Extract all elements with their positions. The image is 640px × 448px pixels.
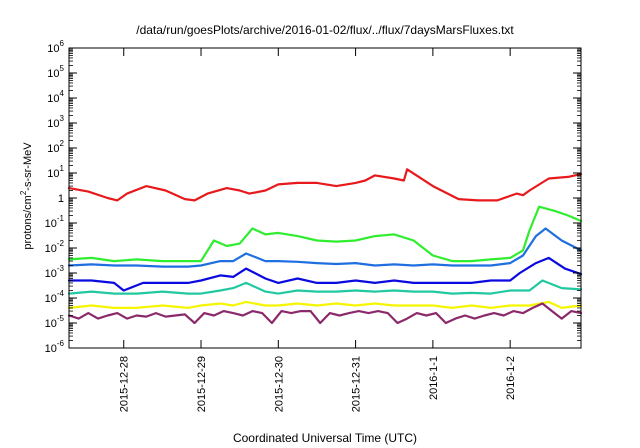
y-tick-label-exponent: -4: [57, 289, 65, 298]
y-tick-label-exponent: 3: [60, 114, 65, 123]
x-axis: 2015-12-28 2015-12-29 2015-12-30 2015-12-31…: [119, 48, 517, 412]
y-tick-label: 1: [58, 193, 64, 205]
y-tick-label: 104: [47, 89, 64, 105]
series-layer: [67, 168, 583, 325]
y-tick-label-exponent: 4: [60, 89, 65, 98]
x-tick-label: 2016-1-2: [505, 356, 517, 400]
series-line-4: [67, 256, 583, 292]
y-tick-label-exponent: 6: [60, 39, 65, 48]
y-tick-label-base: 10: [47, 68, 59, 80]
y-tick-label-exponent: -2: [57, 239, 65, 248]
y-tick-label-base: 10: [45, 343, 57, 355]
y-tick-label-base: 10: [47, 118, 59, 130]
x-axis-label: Coordinated Universal Time (UTC): [233, 431, 417, 445]
y-tick-label-base: 10: [45, 243, 57, 255]
y-axis: 106105104103102101110-110-210-310-410-51…: [45, 39, 581, 355]
y-tick-label: 105: [47, 64, 64, 80]
y-tick-label-base: 10: [47, 43, 59, 55]
y-tick-label-base: 10: [47, 93, 59, 105]
y-tick-label-base: 10: [47, 168, 59, 180]
series-line-6: [67, 300, 583, 309]
y-tick-label-exponent: 1: [60, 164, 65, 173]
y-tick-label: 10-4: [45, 289, 65, 305]
y-axis-label: protons/cm2-s-sr-MeV: [19, 142, 34, 250]
y-tick-label-base: 10: [45, 268, 57, 280]
series-line-5: [67, 279, 583, 295]
y-axis-label-superscript: 2: [19, 190, 28, 195]
y-tick-label: 10-2: [45, 239, 65, 255]
y-tick-label: 103: [47, 114, 64, 130]
y-tick-label-exponent: 2: [60, 139, 65, 148]
y-tick-label-exponent: 5: [60, 64, 65, 73]
series-line-2: [67, 205, 583, 263]
y-tick-label: 10-5: [45, 314, 65, 330]
x-tick-label: 2015-12-30: [273, 356, 285, 412]
y-tick-label-exponent: -1: [57, 214, 65, 223]
y-tick-label: 10-1: [45, 214, 65, 230]
y-tick-label-base: 10: [47, 143, 59, 155]
x-tick-label: 2015-12-29: [196, 356, 208, 412]
y-tick-label: 10-3: [45, 264, 65, 280]
y-tick-label-base: 10: [45, 218, 57, 230]
y-tick-label: 101: [47, 164, 64, 180]
y-tick-label: 106: [47, 39, 64, 55]
y-tick-label-base: 10: [45, 293, 57, 305]
y-tick-label-exponent: -6: [57, 339, 65, 348]
y-tick-label-base: 1: [58, 193, 64, 205]
x-tick-label: 2015-12-31: [351, 356, 363, 412]
y-tick-label-exponent: -5: [57, 314, 65, 323]
series-line-7: [67, 302, 583, 325]
y-tick-label-exponent: -3: [57, 264, 65, 273]
y-tick-label: 10-6: [45, 339, 65, 355]
chart-title: /data/run/goesPlots/archive/2016-01-02/f…: [136, 23, 514, 37]
y-axis-label-main: protons/cm: [22, 195, 34, 249]
y-axis-label-rest: -s-sr-MeV: [22, 142, 34, 191]
y-tick-label: 102: [47, 139, 64, 155]
series-line-1: [67, 168, 583, 202]
y-tick-label-base: 10: [45, 318, 57, 330]
x-tick-label: 2016-1-1: [428, 356, 440, 400]
series-line-3: [67, 227, 583, 268]
x-tick-label: 2015-12-28: [119, 356, 131, 412]
